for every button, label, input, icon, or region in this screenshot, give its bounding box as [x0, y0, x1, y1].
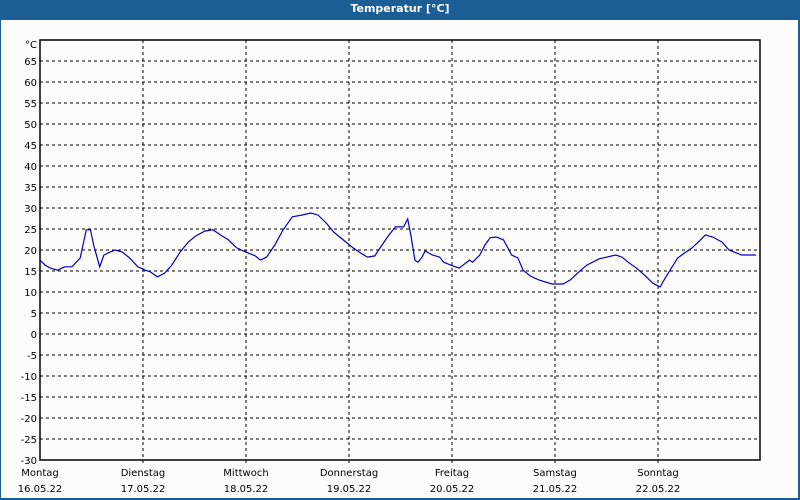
y-tick-label: 35: [24, 183, 37, 194]
y-tick-label: 25: [24, 225, 37, 236]
y-tick-label: -20: [21, 414, 37, 425]
x-tick-date: 19.05.22: [327, 484, 372, 495]
y-tick-label: -5: [27, 351, 37, 362]
y-tick-label: 55: [24, 99, 37, 110]
y-tick-label: 60: [24, 78, 37, 89]
y-tick-label: 30: [24, 204, 37, 215]
x-tick-date: 16.05.22: [18, 484, 63, 495]
y-tick-label: 15: [24, 267, 37, 278]
y-tick-label: 20: [24, 246, 37, 257]
y-tick-label: 40: [24, 162, 37, 173]
x-tick-day: Sonntag: [637, 468, 679, 479]
x-tick-day: Dienstag: [121, 468, 166, 479]
x-tick-day: Montag: [21, 468, 58, 479]
y-tick-label: 5: [31, 309, 37, 320]
x-tick-date: 17.05.22: [121, 484, 166, 495]
y-tick-label: 50: [24, 120, 37, 131]
y-tick-label: 65: [24, 57, 37, 68]
x-tick-day: Donnerstag: [320, 468, 378, 479]
plot-frame: [39, 39, 761, 461]
y-tick-label: -25: [21, 435, 37, 446]
x-tick-day: Mittwoch: [223, 468, 268, 479]
x-tick-date: 22.05.22: [636, 484, 681, 495]
x-tick-date: 18.05.22: [224, 484, 269, 495]
x-tick-date: 21.05.22: [533, 484, 578, 495]
y-tick-label: -15: [21, 393, 37, 404]
temperature-series-line: [39, 212, 756, 288]
y-tick-label: -30: [21, 456, 37, 467]
chart-title: Temperatur [°C]: [0, 0, 800, 20]
y-tick-label: 0: [31, 330, 37, 341]
y-tick-label: 10: [24, 288, 37, 299]
y-tick-label: -10: [21, 372, 37, 383]
x-tick-day: Freitag: [435, 468, 469, 479]
x-tick-date: 20.05.22: [430, 484, 475, 495]
x-tick-day: Samstag: [533, 468, 577, 479]
y-tick-label: 45: [24, 141, 37, 152]
y-axis-unit: °C: [25, 40, 37, 51]
